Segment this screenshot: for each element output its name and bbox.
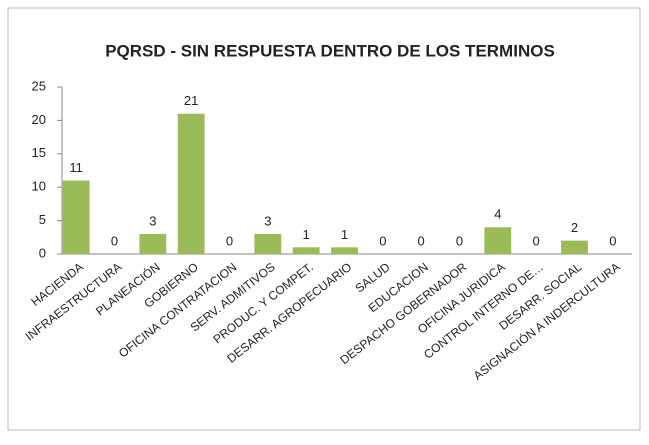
y-tick-label: 15 (32, 145, 46, 160)
y-tick-label: 10 (32, 179, 46, 194)
bar (139, 233, 167, 254)
y-tick-label: 5 (39, 212, 46, 227)
data-label: 0 (456, 233, 463, 248)
bar (254, 233, 282, 254)
chart-frame (7, 7, 641, 431)
bar (62, 180, 90, 254)
data-label: 0 (379, 233, 386, 248)
bar (484, 227, 512, 254)
bar (292, 247, 320, 254)
chart-title: PQRSD - SIN RESPUESTA DENTRO DE LOS TERM… (105, 41, 555, 60)
bar (177, 113, 205, 254)
y-tick-label: 0 (39, 245, 46, 260)
data-label: 0 (111, 233, 118, 248)
data-label: 3 (264, 213, 271, 228)
data-label: 21 (184, 93, 198, 108)
data-label: 0 (609, 233, 616, 248)
data-label: 0 (226, 233, 233, 248)
data-label: 2 (571, 220, 578, 235)
data-label: 4 (494, 207, 501, 222)
bar (331, 247, 358, 254)
data-label: 0 (533, 233, 540, 248)
data-label: 11 (69, 160, 83, 175)
y-tick-label: 20 (32, 112, 46, 127)
y-tick-label: 25 (32, 78, 46, 93)
data-label: 0 (418, 233, 425, 248)
data-label: 3 (149, 213, 156, 228)
bar (561, 240, 588, 254)
data-label: 1 (303, 227, 310, 242)
data-label: 1 (341, 227, 348, 242)
